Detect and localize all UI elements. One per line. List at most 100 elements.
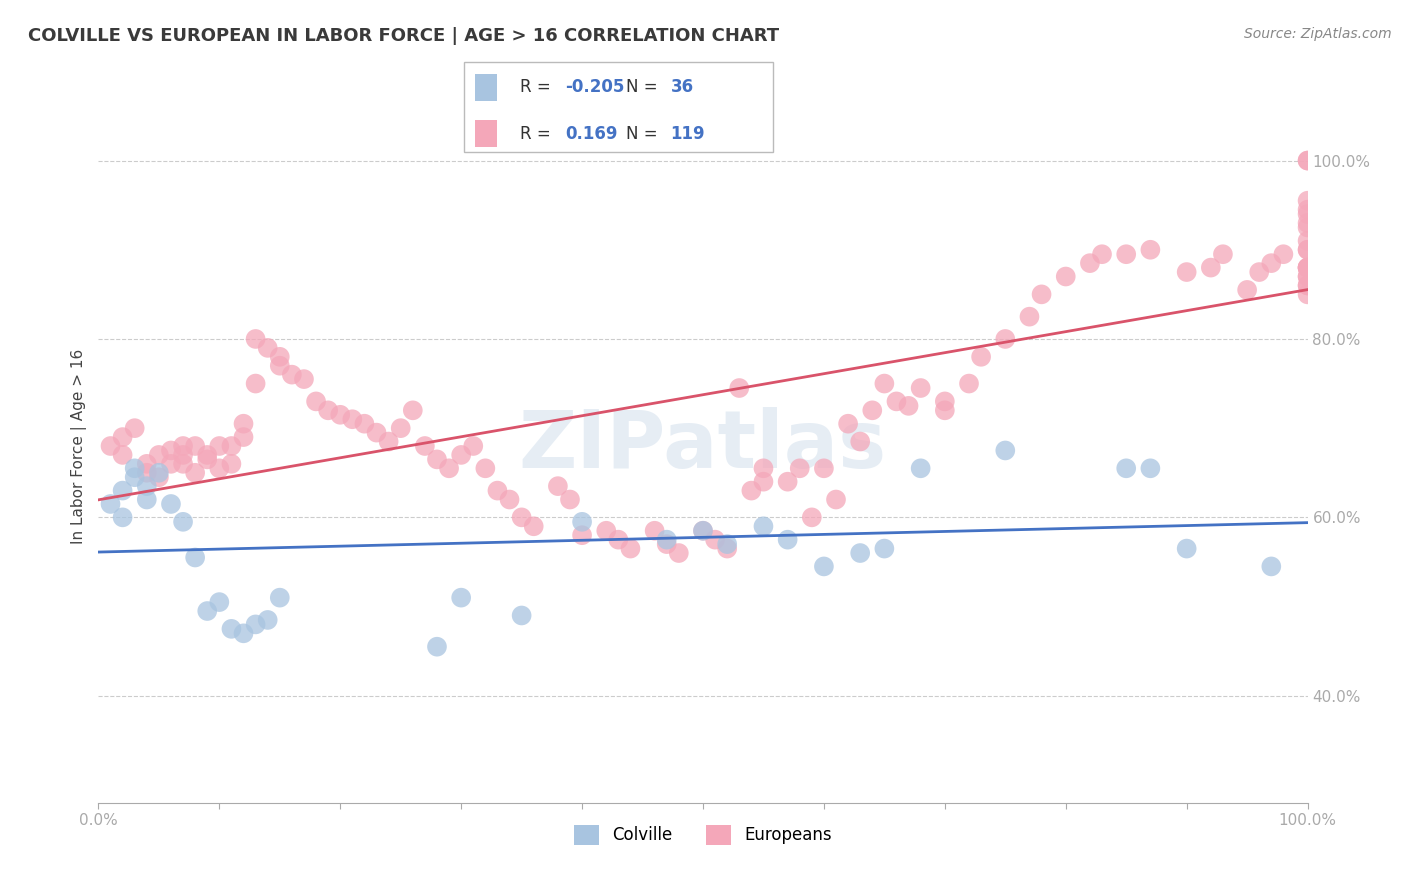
Point <box>934 403 956 417</box>
Point <box>873 376 896 391</box>
Point <box>547 479 569 493</box>
Point <box>970 350 993 364</box>
Point <box>221 457 243 471</box>
Point <box>413 439 436 453</box>
Point <box>245 332 267 346</box>
Point <box>897 399 920 413</box>
Point <box>1296 216 1319 230</box>
Point <box>342 412 364 426</box>
Point <box>1212 247 1234 261</box>
Point <box>232 417 254 431</box>
Text: Source: ZipAtlas.com: Source: ZipAtlas.com <box>1244 27 1392 41</box>
Point <box>221 622 243 636</box>
Point <box>148 470 170 484</box>
Point <box>1296 260 1319 275</box>
Point <box>1115 461 1137 475</box>
Point <box>450 448 472 462</box>
Point <box>160 443 183 458</box>
Point <box>1054 269 1077 284</box>
Point <box>752 475 775 489</box>
Point <box>292 372 315 386</box>
Point <box>160 457 183 471</box>
Point <box>1115 247 1137 261</box>
Point <box>184 439 207 453</box>
Point <box>1296 278 1319 293</box>
Point <box>389 421 412 435</box>
Text: COLVILLE VS EUROPEAN IN LABOR FORCE | AGE > 16 CORRELATION CHART: COLVILLE VS EUROPEAN IN LABOR FORCE | AG… <box>28 27 779 45</box>
Point <box>934 394 956 409</box>
Point <box>1296 220 1319 235</box>
Point <box>135 479 157 493</box>
Point <box>994 443 1017 458</box>
Point <box>510 510 533 524</box>
Point <box>704 533 727 547</box>
Point <box>740 483 762 498</box>
Point <box>172 457 194 471</box>
Point <box>474 461 496 475</box>
Point <box>1296 287 1319 301</box>
Point <box>523 519 546 533</box>
Point <box>208 439 231 453</box>
Legend: Colville, Europeans: Colville, Europeans <box>568 818 838 852</box>
Point <box>124 470 146 484</box>
Point <box>1296 234 1319 248</box>
Point <box>437 461 460 475</box>
Point <box>1139 243 1161 257</box>
Point <box>426 640 449 654</box>
Text: 0.169: 0.169 <box>565 125 617 143</box>
Text: R =: R = <box>520 78 557 96</box>
Point <box>402 403 425 417</box>
Point <box>837 417 859 431</box>
Point <box>111 448 134 462</box>
Point <box>124 461 146 475</box>
Point <box>825 492 848 507</box>
Point <box>873 541 896 556</box>
Point <box>195 448 218 462</box>
Point <box>849 546 872 560</box>
Point <box>184 550 207 565</box>
Point <box>886 394 908 409</box>
Point <box>1260 256 1282 270</box>
Point <box>100 439 122 453</box>
Point <box>655 533 678 547</box>
Point <box>1296 260 1319 275</box>
Point <box>329 408 352 422</box>
Point <box>595 524 617 538</box>
Point <box>366 425 388 440</box>
Point <box>1272 247 1295 261</box>
Point <box>269 350 291 364</box>
Point <box>316 403 339 417</box>
Point <box>1260 559 1282 574</box>
Point <box>716 541 738 556</box>
Y-axis label: In Labor Force | Age > 16: In Labor Force | Age > 16 <box>72 349 87 543</box>
Point <box>135 466 157 480</box>
Point <box>1236 283 1258 297</box>
Point <box>558 492 581 507</box>
Point <box>752 519 775 533</box>
Point <box>655 537 678 551</box>
Point <box>776 533 799 547</box>
Point <box>111 483 134 498</box>
Point <box>135 457 157 471</box>
Point <box>1078 256 1101 270</box>
Point <box>281 368 304 382</box>
Point <box>1296 260 1319 275</box>
Point <box>692 524 714 538</box>
Point <box>1139 461 1161 475</box>
Point <box>1175 265 1198 279</box>
Point <box>752 461 775 475</box>
Point <box>1296 243 1319 257</box>
Point <box>208 595 231 609</box>
Point <box>450 591 472 605</box>
Point <box>692 524 714 538</box>
Point <box>1296 243 1319 257</box>
Point <box>377 434 399 449</box>
Point <box>728 381 751 395</box>
Point <box>1296 194 1319 208</box>
Point <box>208 461 231 475</box>
Point <box>800 510 823 524</box>
Point <box>232 430 254 444</box>
Point <box>111 430 134 444</box>
Point <box>813 559 835 574</box>
Point <box>498 492 520 507</box>
